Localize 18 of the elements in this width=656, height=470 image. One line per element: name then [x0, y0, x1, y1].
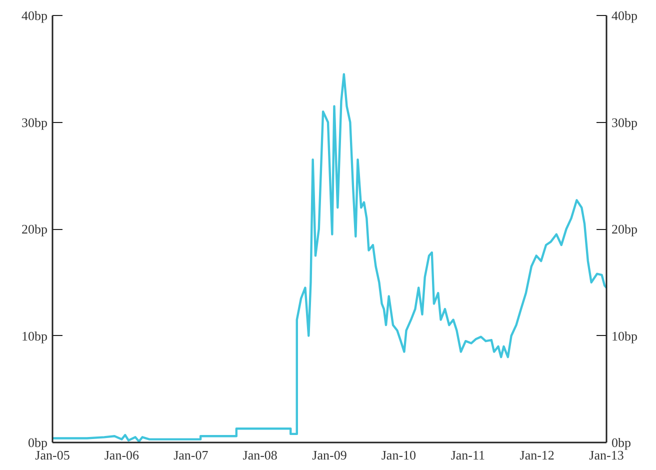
x-tick-label: Jan-07: [174, 448, 209, 462]
x-tick-label: Jan-12: [520, 448, 554, 462]
y2-tick-label: 40bp: [612, 8, 638, 23]
x-tick-label: Jan-08: [242, 448, 278, 462]
y2-tick-label: 0bp: [612, 435, 631, 450]
y-tick-label: 20bp: [22, 222, 48, 236]
y-tick-label: 30bp: [22, 114, 48, 130]
y-tick-label: 10bp: [22, 328, 48, 344]
x-tick-label: Jan-06: [104, 448, 140, 462]
y-tick-label: 0bp: [28, 435, 48, 450]
y-tick-label: 40bp: [22, 8, 48, 23]
y2-tick-label: 30bp: [612, 114, 638, 130]
x-tick-label: Jan-11: [450, 448, 486, 462]
y2-tick-label: 20bp: [612, 222, 638, 236]
x-tick-label: Jan-10: [381, 448, 416, 462]
x-tick-label: Jan-13: [589, 448, 624, 462]
y2-tick-label: 10bp: [612, 328, 638, 344]
x-tick-label: Jan-09: [312, 448, 347, 462]
